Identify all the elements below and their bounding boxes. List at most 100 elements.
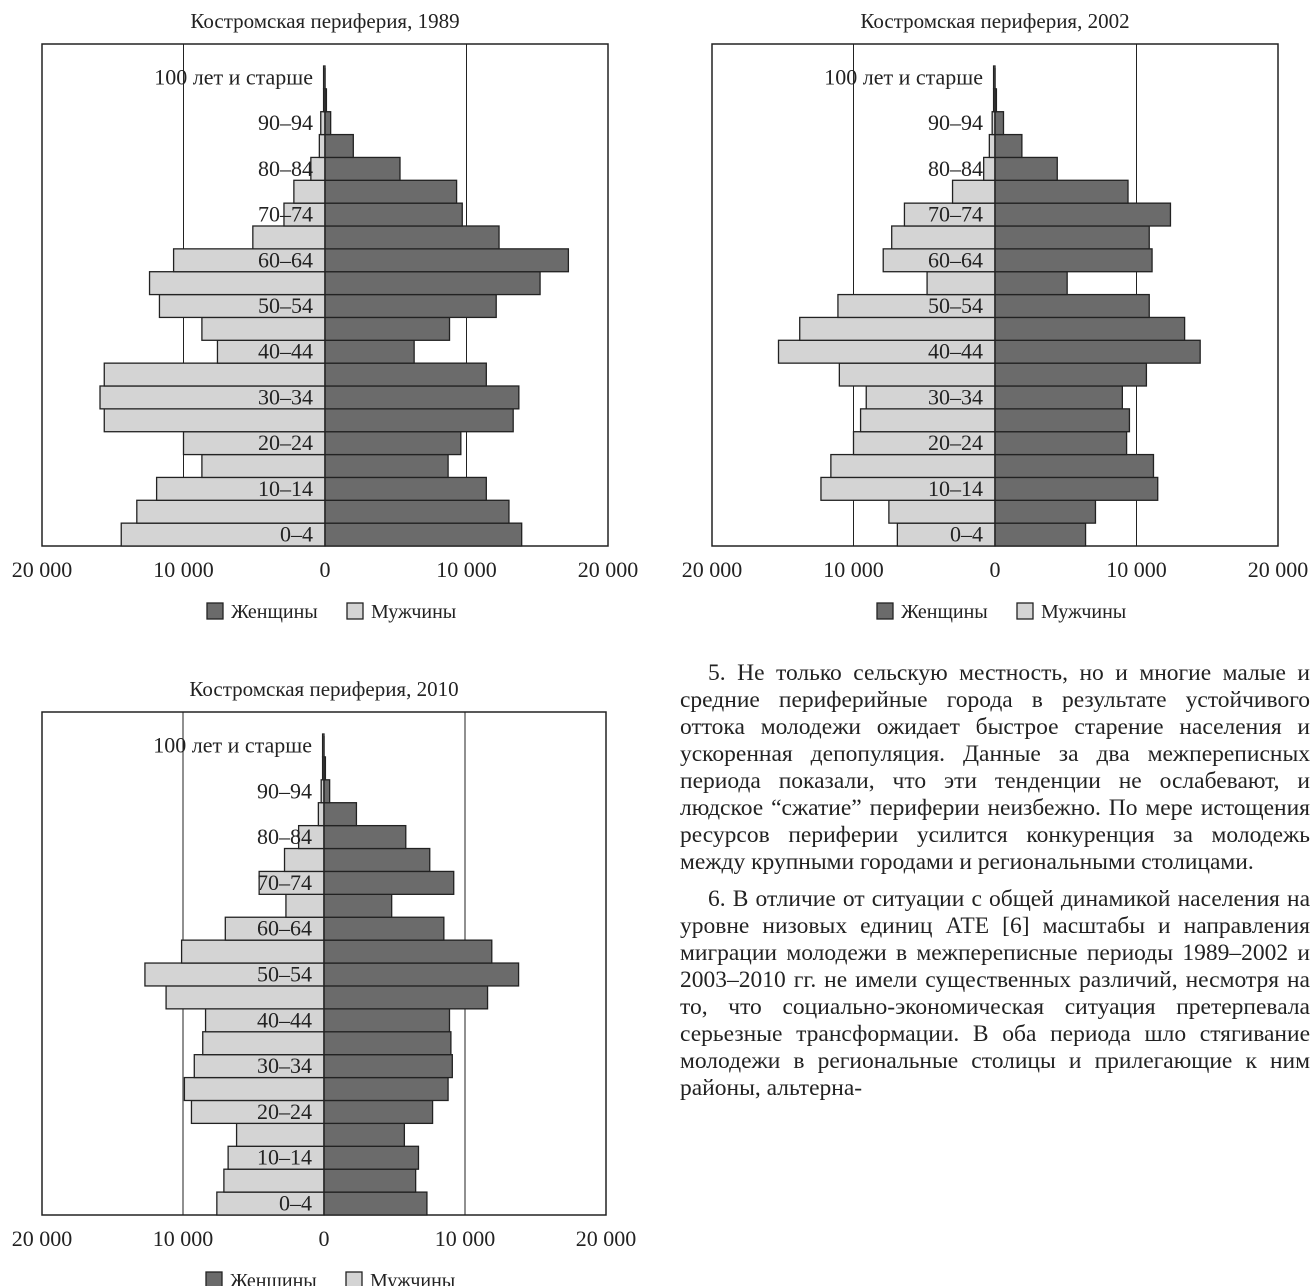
bar-women-17	[324, 133, 354, 159]
bar-women-8	[324, 339, 415, 364]
bar-women-11	[323, 939, 493, 964]
bar-men-17	[318, 133, 326, 159]
bar-men-7	[103, 362, 326, 387]
bar-women-1	[994, 499, 1097, 524]
bar-women-9	[324, 316, 451, 341]
age-label: 100 лет и старше	[153, 732, 312, 757]
bar-women-0	[994, 522, 1087, 547]
age-label: 40–44	[257, 1007, 312, 1032]
age-label: 80–84	[928, 156, 983, 181]
bar-men-13	[252, 225, 326, 250]
bar-women-8	[994, 339, 1201, 364]
bar-men-9	[165, 985, 325, 1010]
bar-women-0	[324, 522, 523, 547]
age-label: 70–74	[257, 870, 312, 895]
age-label: 40–44	[258, 339, 313, 364]
bar-women-16	[324, 156, 401, 181]
bar-men-5	[859, 408, 996, 433]
bar-women-9	[323, 985, 489, 1010]
chart-title: Костромская периферия, 2010	[189, 677, 458, 701]
legend-label-men: Мужчины	[1041, 601, 1126, 623]
legend-swatch-women	[206, 602, 224, 620]
bar-women-1	[324, 499, 510, 524]
age-label: 100 лет и старше	[154, 64, 313, 89]
bar-men-3	[235, 1122, 325, 1147]
bar-women-6	[323, 1054, 453, 1079]
age-label: 20–24	[928, 430, 983, 455]
legend-swatch-women	[205, 1271, 223, 1286]
bar-women-5	[324, 408, 514, 433]
bar-women-14	[324, 202, 463, 227]
bar-men-5	[103, 408, 326, 433]
bar-men-15	[283, 847, 325, 873]
age-label: 10–14	[257, 1145, 312, 1170]
legend-label-men: Мужчины	[371, 601, 456, 623]
bar-women-18	[323, 779, 331, 804]
bar-men-7	[202, 1031, 325, 1056]
legend-label-women: Женщины	[230, 1270, 317, 1286]
bar-women-1	[323, 1168, 417, 1193]
bar-women-4	[994, 431, 1128, 456]
age-label: 10–14	[928, 476, 983, 501]
bar-women-4	[324, 431, 462, 456]
bar-women-4	[323, 1099, 434, 1125]
bar-women-17	[323, 802, 358, 827]
bar-women-2	[324, 476, 487, 501]
age-label: 0–4	[279, 1191, 312, 1216]
bar-women-10	[323, 962, 520, 987]
bar-women-13	[323, 893, 393, 918]
bar-women-3	[324, 453, 449, 479]
chart-title: Костромская периферия, 1989	[190, 9, 459, 33]
age-label: 50–54	[257, 962, 312, 987]
age-label: 10–14	[258, 476, 313, 501]
age-label: 60–64	[258, 247, 313, 272]
age-label: 30–34	[257, 1053, 312, 1078]
bar-women-12	[323, 916, 445, 941]
article-text: 5. Не только сельскую местность, но и мн…	[680, 660, 1310, 1112]
legend-label-men: Мужчины	[370, 1270, 455, 1286]
bar-women-0	[323, 1191, 428, 1216]
bar-women-15	[323, 847, 431, 873]
bar-women-10	[994, 293, 1150, 319]
bar-men-11	[148, 271, 326, 296]
legend-label-women: Женщины	[231, 601, 318, 623]
bar-women-6	[994, 385, 1123, 410]
bar-women-3	[323, 1122, 406, 1147]
pyramid-chart-1989: Костромская периферия, 1989 0–4 10–14 20–24…	[0, 0, 650, 640]
bar-women-18	[324, 111, 332, 136]
x-tick-label: 0	[320, 557, 331, 582]
bar-men-1	[136, 499, 326, 524]
age-label: 70–74	[258, 202, 313, 227]
x-tick-label: 10 000	[435, 1226, 496, 1251]
chart-title: Костромская периферия, 2002	[860, 9, 1129, 33]
age-label: 0–4	[950, 522, 983, 547]
x-tick-label: 10 000	[153, 557, 214, 582]
bar-men-11	[180, 939, 325, 964]
legend-label-women: Женщины	[901, 601, 988, 623]
bar-men-17	[317, 802, 325, 827]
bar-women-12	[994, 248, 1153, 273]
x-tick-label: 10 000	[1106, 557, 1167, 582]
age-label: 30–34	[928, 384, 983, 409]
age-label: 30–34	[258, 384, 313, 409]
bar-men-17	[988, 133, 996, 159]
bar-women-5	[323, 1076, 449, 1102]
x-tick-label: 0	[990, 557, 1001, 582]
bar-women-2	[323, 1145, 420, 1170]
pyramid-1989-svg: Костромская периферия, 1989 0–4 10–14 20–24…	[12, 9, 639, 623]
bar-men-1	[223, 1168, 325, 1193]
bar-men-3	[830, 453, 996, 479]
age-label: 20–24	[257, 1099, 312, 1124]
x-tick-label: 10 000	[436, 557, 497, 582]
bar-women-15	[994, 179, 1129, 204]
bar-men-3	[201, 453, 326, 479]
pyramid-chart-2010: Костромская периферия, 2010 0–4 10–14 20–24…	[0, 664, 650, 1286]
bar-men-15	[951, 179, 996, 204]
bar-men-13	[891, 225, 996, 250]
x-tick-label: 10 000	[153, 1226, 214, 1251]
age-label: 50–54	[258, 293, 313, 318]
age-label: 100 лет и старше	[824, 64, 983, 89]
bar-women-16	[323, 824, 407, 850]
bar-women-14	[323, 870, 455, 895]
bar-women-16	[994, 156, 1058, 181]
